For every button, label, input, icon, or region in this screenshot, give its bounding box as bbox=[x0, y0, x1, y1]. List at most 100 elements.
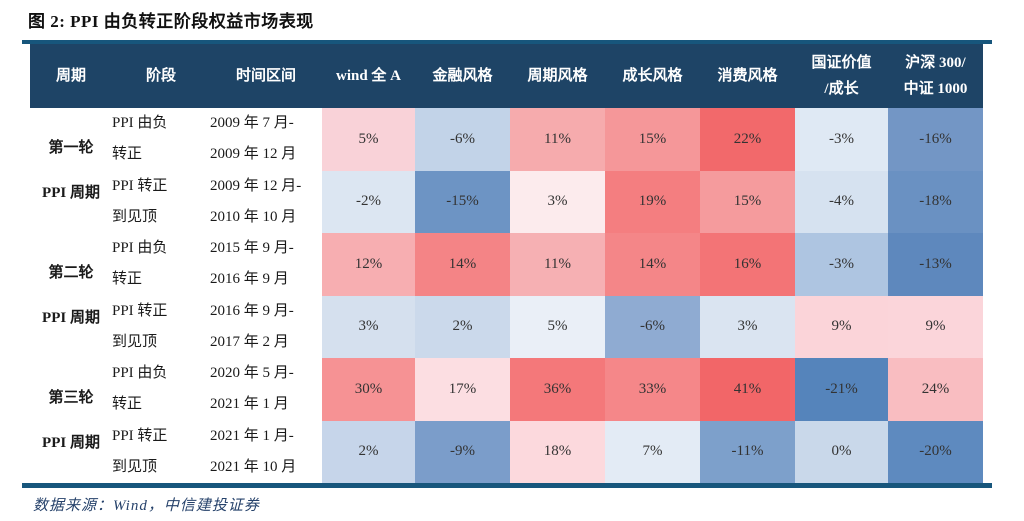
footer-rule bbox=[22, 483, 992, 488]
cell-line: 第二轮 bbox=[48, 264, 94, 281]
value-cell: -11% bbox=[700, 420, 795, 483]
value-cell: 0% bbox=[795, 420, 888, 483]
figure-title: 图 2: PPI 由负转正阶段权益市场表现 bbox=[28, 12, 314, 31]
cell-line: 2020 年 5 月- bbox=[210, 365, 294, 382]
period-cell: 2015 年 9 月- 2016 年 9 月 bbox=[210, 233, 322, 296]
cell-line: 2016 年 9 月- bbox=[210, 302, 294, 319]
value-cell: -4% bbox=[795, 170, 888, 233]
cell-line: PPI 周期 bbox=[42, 184, 100, 201]
column-header: wind 全 A bbox=[322, 44, 415, 108]
table-row: PPI 转正 到见顶 2016 年 9 月- 2017 年 2 月 3% 2% 5% -6% 3… bbox=[30, 295, 983, 358]
cycle-cell: 第一轮 PPI 周期 bbox=[30, 108, 112, 233]
period-cell: 2020 年 5 月- 2021 年 1 月 bbox=[210, 358, 322, 421]
cell-line: PPI 由负 bbox=[112, 365, 168, 382]
cell-line: 转正 bbox=[112, 146, 143, 163]
ppi-heatmap-table: 周期 阶段 时间区间 wind 全 A 金融风格 周期风格 成长风格 消费风格 国证价值/成长沪… bbox=[30, 44, 983, 483]
column-header: 消费风格 bbox=[700, 44, 795, 108]
phase-cell: PPI 转正 到见顶 bbox=[112, 295, 210, 358]
column-header-line: 成长风格 bbox=[622, 67, 683, 84]
column-header: 周期风格 bbox=[510, 44, 605, 108]
value-cell: -6% bbox=[415, 108, 510, 171]
column-header: 时间区间 bbox=[210, 44, 322, 108]
period-cell: 2009 年 7 月- 2009 年 12 月 bbox=[210, 108, 322, 171]
column-header: 金融风格 bbox=[415, 44, 510, 108]
cell-line: 2021 年 1 月 bbox=[210, 396, 289, 413]
column-header: 阶段 bbox=[112, 44, 210, 108]
cell-line: 转正 bbox=[112, 271, 143, 288]
cell-line: 2009 年 7 月- bbox=[210, 115, 294, 132]
cell-line: PPI 周期 bbox=[42, 434, 100, 451]
value-cell: 18% bbox=[510, 420, 605, 483]
column-header-line: /成长 bbox=[824, 81, 859, 97]
cell-line: 到见顶 bbox=[112, 208, 158, 225]
value-cell: 14% bbox=[605, 233, 700, 296]
cell-line: 2016 年 9 月 bbox=[210, 271, 289, 288]
period-cell: 2021 年 1 月- 2021 年 10 月 bbox=[210, 420, 322, 483]
value-cell: 3% bbox=[510, 170, 605, 233]
value-cell: -6% bbox=[605, 295, 700, 358]
cell-line: 2015 年 9 月- bbox=[210, 240, 294, 257]
table-row: PPI 转正 到见顶 2009 年 12 月- 2010 年 10 月 -2% -15% 3… bbox=[30, 170, 983, 233]
cell-line: 到见顶 bbox=[112, 458, 158, 475]
cell-line: PPI 转正 bbox=[112, 427, 168, 444]
value-cell: 22% bbox=[700, 108, 795, 171]
cycle-cell: 第三轮 PPI 周期 bbox=[30, 358, 112, 483]
value-cell: 19% bbox=[605, 170, 700, 233]
column-header-line: 时间区间 bbox=[235, 67, 296, 84]
column-header-line: 中证 1000 bbox=[903, 81, 968, 97]
column-header-line: wind 全 A bbox=[335, 67, 402, 84]
column-header: 成长风格 bbox=[605, 44, 700, 108]
value-cell: 33% bbox=[605, 358, 700, 421]
value-cell: -15% bbox=[415, 170, 510, 233]
cell-line: 转正 bbox=[112, 396, 143, 413]
value-cell: 5% bbox=[322, 108, 415, 171]
phase-cell: PPI 由负 转正 bbox=[112, 108, 210, 171]
value-cell: -2% bbox=[322, 170, 415, 233]
value-cell: -20% bbox=[888, 420, 983, 483]
value-cell: 2% bbox=[322, 420, 415, 483]
phase-cell: PPI 由负 转正 bbox=[112, 233, 210, 296]
column-header-line: 国证价值 bbox=[811, 54, 872, 71]
value-cell: -3% bbox=[795, 108, 888, 171]
column-header: 沪深 300/中证 1000 bbox=[888, 44, 983, 108]
value-cell: 12% bbox=[322, 233, 415, 296]
value-cell: 2% bbox=[415, 295, 510, 358]
value-cell: -13% bbox=[888, 233, 983, 296]
value-cell: 9% bbox=[795, 295, 888, 358]
value-cell: 30% bbox=[322, 358, 415, 421]
period-cell: 2016 年 9 月- 2017 年 2 月 bbox=[210, 295, 322, 358]
value-cell: 24% bbox=[888, 358, 983, 421]
cell-line: PPI 由负 bbox=[112, 240, 168, 257]
column-header-line: 沪深 300/ bbox=[905, 54, 966, 71]
cell-line: PPI 由负 bbox=[112, 115, 168, 132]
value-cell: 3% bbox=[700, 295, 795, 358]
cell-line: 2009 年 12 月- bbox=[210, 177, 302, 194]
value-cell: 5% bbox=[510, 295, 605, 358]
title-rule bbox=[22, 40, 992, 44]
cell-line: 2010 年 10 月 bbox=[210, 208, 297, 225]
phase-cell: PPI 由负 转正 bbox=[112, 358, 210, 421]
cell-line: PPI 转正 bbox=[112, 302, 168, 319]
value-cell: 3% bbox=[322, 295, 415, 358]
cycle-cell: 第二轮 PPI 周期 bbox=[30, 233, 112, 358]
cell-line: 2021 年 10 月 bbox=[210, 458, 297, 475]
value-cell: 11% bbox=[510, 233, 605, 296]
column-header: 国证价值/成长 bbox=[795, 44, 888, 108]
value-cell: 7% bbox=[605, 420, 700, 483]
value-cell: -16% bbox=[888, 108, 983, 171]
table-row: PPI 转正 到见顶 2021 年 1 月- 2021 年 10 月 2% -9% 18% 7… bbox=[30, 420, 983, 483]
cell-line: PPI 转正 bbox=[112, 177, 168, 194]
column-header-line: 消费风格 bbox=[717, 67, 778, 84]
table-row: 第三轮 PPI 周期 PPI 由负 转正 2020 年 5 月- 2021 年 1 月 30… bbox=[30, 358, 983, 483]
cell-line: 第一轮 bbox=[48, 139, 94, 156]
value-cell: 41% bbox=[700, 358, 795, 421]
value-cell: 15% bbox=[700, 170, 795, 233]
phase-cell: PPI 转正 到见顶 bbox=[112, 170, 210, 233]
cell-line: 到见顶 bbox=[112, 333, 158, 350]
value-cell: -9% bbox=[415, 420, 510, 483]
cell-line: PPI 周期 bbox=[42, 309, 100, 326]
value-cell: -18% bbox=[888, 170, 983, 233]
